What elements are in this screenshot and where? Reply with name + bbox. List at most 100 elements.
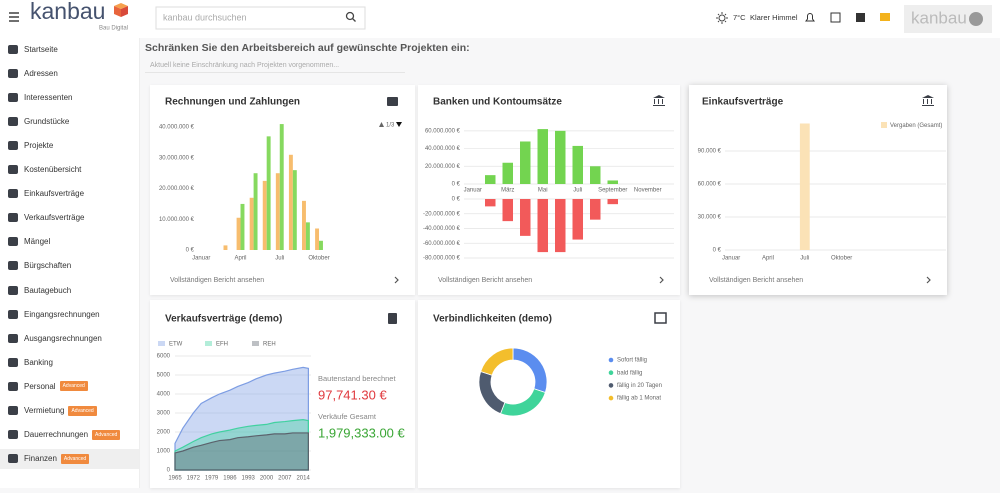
- y-tick-label: -20.000.000 €: [423, 211, 461, 217]
- chart: Verbindlichkeiten (demo) Sofort fällig bal…: [433, 312, 667, 417]
- y-tick-label: -40.000.000 €: [423, 226, 461, 232]
- x-tick-label: 1986: [223, 476, 237, 482]
- nav-icon: [8, 261, 18, 271]
- nav-item[interactable]: Kostenübersicht: [0, 160, 139, 180]
- x-tick-label: Januar: [464, 188, 482, 194]
- bar: [537, 199, 548, 253]
- legend-label[interactable]: fällig in 20 Tagen: [617, 383, 662, 389]
- nav-icon: [8, 406, 18, 415]
- stat-value: 1,979,333.00 €: [318, 425, 406, 440]
- bar: [315, 228, 320, 250]
- pie-slice: [512, 347, 548, 394]
- legend-next[interactable]: [396, 122, 402, 127]
- x-tick-label: Juli: [800, 256, 809, 262]
- menu-button[interactable]: [9, 12, 19, 22]
- weather-text: Klarer Himmel: [750, 13, 798, 22]
- legend-swatch[interactable]: [608, 395, 614, 401]
- nav-item[interactable]: Banking: [0, 352, 139, 372]
- chart-title: Verkaufsverträge (demo): [165, 314, 282, 325]
- legend-swatch[interactable]: [205, 341, 212, 346]
- stat-label: Verkäufe Gesamt: [318, 412, 377, 421]
- x-tick-label: April: [762, 256, 774, 262]
- report-link[interactable]: Vollständigen Bericht ansehen: [170, 277, 264, 284]
- nav-item[interactable]: Verkaufsverträge: [0, 208, 139, 228]
- x-tick-label: 2007: [278, 476, 292, 482]
- nav-item[interactable]: Adressen: [0, 63, 139, 83]
- card-icon: [387, 97, 398, 106]
- legend-label[interactable]: fällig ab 1 Monat: [617, 396, 661, 402]
- nav-label: Projekte: [24, 140, 54, 150]
- bar: [279, 124, 284, 250]
- legend-swatch[interactable]: [252, 341, 259, 346]
- nav-item[interactable]: Dauerrechnungen Advanced: [0, 425, 139, 445]
- nav-label: Ausgangsrechnungen: [24, 333, 102, 343]
- search-icon[interactable]: [345, 11, 356, 22]
- legend-swatch[interactable]: [608, 383, 614, 388]
- nav-item[interactable]: Mängel: [0, 232, 139, 252]
- legend-prev[interactable]: [379, 122, 384, 127]
- chart-title: Rechnungen und Zahlungen: [165, 97, 300, 108]
- nav-label: Einkaufsverträge: [24, 189, 85, 199]
- y-tick-label: 0 €: [452, 197, 461, 203]
- logo[interactable]: kanbau: [30, 0, 105, 24]
- calendar-icon[interactable]: [830, 12, 841, 23]
- bar: [275, 173, 280, 250]
- nav-label: Banking: [24, 357, 53, 367]
- x-tick-label: April: [235, 256, 247, 262]
- search-box[interactable]: [155, 6, 366, 30]
- nav-item[interactable]: Einkaufsverträge: [0, 184, 139, 204]
- legend-label[interactable]: REH: [263, 342, 276, 348]
- nav-icon: [8, 165, 18, 174]
- y-tick-label: 4000: [157, 392, 171, 398]
- card: Einkaufsverträge 0 € 30.000 € 60.000 € 90.00…: [689, 85, 947, 295]
- nav-icon: [8, 140, 18, 150]
- legend-swatch[interactable]: [608, 357, 614, 363]
- nav-item[interactable]: Bautagebuch: [0, 280, 139, 300]
- x-tick-label: März: [501, 188, 514, 194]
- card: Verbindlichkeiten (demo) Sofort fällig bal…: [418, 300, 680, 488]
- x-tick-label: 1993: [242, 476, 256, 482]
- nav-item[interactable]: Personal Advanced: [0, 376, 139, 396]
- user-icon[interactable]: [969, 12, 983, 26]
- bar: [223, 245, 228, 250]
- bar: [236, 217, 241, 250]
- nav-item[interactable]: Startseite: [0, 39, 139, 59]
- bar: [607, 199, 618, 205]
- nav-item[interactable]: Finanzen Advanced: [0, 448, 139, 469]
- table-icon[interactable]: [856, 13, 865, 22]
- legend-label[interactable]: bald fällig: [617, 370, 642, 376]
- bar: [572, 145, 583, 184]
- legend-swatch[interactable]: [158, 341, 165, 346]
- user-name: kanbau: [911, 8, 967, 27]
- nav-item[interactable]: Bürgschaften: [0, 256, 139, 276]
- nav-item[interactable]: Vermietung Advanced: [0, 401, 139, 421]
- chart: Verkaufsverträge (demo) 0 1000 2000 3000 4000…: [157, 313, 406, 482]
- notification-icon[interactable]: [805, 13, 815, 22]
- legend-label[interactable]: Sofort fällig: [617, 358, 647, 364]
- bar: [555, 199, 566, 253]
- nav-item[interactable]: Eingangsrechnungen: [0, 304, 139, 324]
- legend-swatch[interactable]: [608, 370, 614, 375]
- top-bar-graphics: kanbau Bau Digital kanbau durchsuchen 7°…: [9, 0, 992, 33]
- report-link[interactable]: Vollständigen Bericht ansehen: [438, 277, 532, 284]
- bar: [319, 240, 323, 250]
- legend-page: 1/3: [386, 123, 395, 129]
- bar: [520, 141, 531, 184]
- bar: [266, 136, 271, 250]
- y-tick-label: 30.000.000 €: [159, 155, 195, 161]
- legend-label[interactable]: EFH: [216, 342, 228, 348]
- filter-note[interactable]: Aktuell keine Einschränkung nach Projekt…: [145, 58, 405, 73]
- nav-item[interactable]: Ausgangsrechnungen: [0, 328, 139, 348]
- nav-item[interactable]: Projekte: [0, 135, 139, 155]
- nav-item[interactable]: Grundstücke: [0, 111, 139, 131]
- link-arrow: [394, 276, 399, 284]
- area: [174, 366, 309, 471]
- search-placeholder: kanbau durchsuchen: [163, 12, 247, 22]
- nav-item[interactable]: Interessenten: [0, 87, 139, 107]
- mail-icon[interactable]: [880, 13, 890, 21]
- report-link[interactable]: Vollständigen Bericht ansehen: [709, 277, 803, 284]
- y-tick-label: 90.000 €: [698, 149, 722, 155]
- nav-icon: [8, 116, 18, 126]
- bar: [502, 199, 513, 222]
- legend-label[interactable]: ETW: [169, 342, 183, 348]
